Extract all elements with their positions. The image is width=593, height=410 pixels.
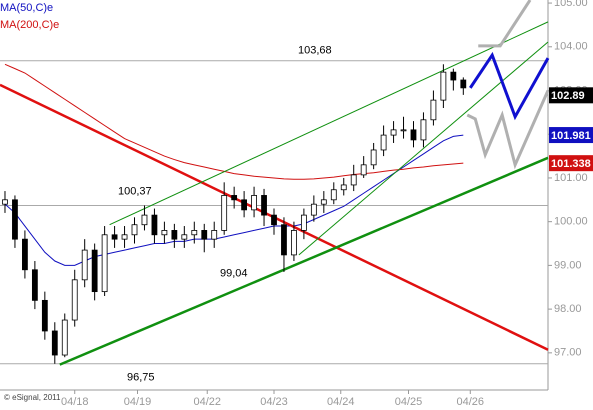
candle-body [101,234,108,293]
x-tick-label: 04/22 [193,396,221,408]
trend-line [478,0,532,48]
candle-body [340,184,347,191]
candle-body [151,214,158,236]
level-label: 103,68 [298,45,332,57]
x-tick-label: 04/18 [61,396,89,408]
y-tick-label: 104.00 [554,41,588,53]
candle-body [271,214,277,226]
candle-body [420,119,427,141]
candle-body [161,230,168,236]
trend-line [109,21,549,226]
value-box-label: 101.981 [551,130,591,142]
candle-body [430,99,437,121]
candle-body [360,164,367,176]
candle-body [410,129,417,141]
candle-body [91,249,98,293]
x-tick-label: 04/24 [327,396,355,408]
x-tick-label: 04/26 [457,396,485,408]
y-tick-label: 99.00 [554,259,582,271]
candle-body [51,330,58,356]
y-tick-label: 100.00 [554,216,588,228]
x-tick-label: 04/25 [395,396,423,408]
candle-body [71,279,78,321]
candle-body [31,269,38,301]
candle-body [300,214,307,231]
candle-body [181,234,188,240]
candle-body [450,71,457,81]
candle-body [141,214,148,226]
credit: © eSignal, 2011 [4,393,61,402]
level-label: 96,75 [127,372,155,384]
candle-body [390,129,397,136]
candle-body [231,195,238,201]
candle-body [460,79,467,89]
candle-body [440,71,447,101]
trend-line [298,41,549,256]
candle-body [2,199,8,205]
level-label: 99,04 [220,268,248,280]
candle-body [251,195,257,211]
candle-body [121,234,128,240]
candle-body [330,189,337,201]
legend-entry: MA(200,C)e [0,19,59,31]
candle-body [131,224,138,236]
candle-body [221,195,228,231]
y-tick-label: 105.00 [554,0,588,9]
y-tick-label: 97.00 [554,347,582,359]
x-tick-label: 04/23 [260,396,288,408]
value-box [549,127,593,144]
y-tick-label: 101.00 [554,172,588,184]
candle-body [191,230,198,236]
legend-entry: MA(50,C)e [0,2,53,14]
x-tick-label: 04/19 [124,396,152,408]
candle-body [12,199,18,240]
candle-body [261,195,267,216]
candle-body [400,129,407,132]
value-box-label: 102.89 [551,90,585,102]
candle-body [281,224,287,256]
candle-body [111,234,118,240]
candle-body [41,299,48,332]
candle-body [291,230,297,256]
candle-body [61,319,68,356]
candle-body [370,149,377,166]
ma-line [4,63,464,180]
candle-body [310,203,317,216]
value-box [549,155,593,172]
value-box-label: 101.338 [551,158,591,170]
candle-body [380,134,387,151]
candle-body [211,230,218,240]
candle-body [81,249,88,281]
trend-line [466,89,550,170]
trend-line [59,156,549,366]
candle-body [241,199,248,211]
y-tick-label: 98.00 [554,303,582,315]
candle-body [201,230,208,240]
ma-line [4,134,464,266]
level-label: 100,37 [118,185,152,197]
candle-body [22,238,28,271]
candle-body [350,174,357,186]
candle-body [320,199,327,205]
value-box [549,87,593,104]
trend-line [469,51,550,121]
candle-body [171,230,178,240]
